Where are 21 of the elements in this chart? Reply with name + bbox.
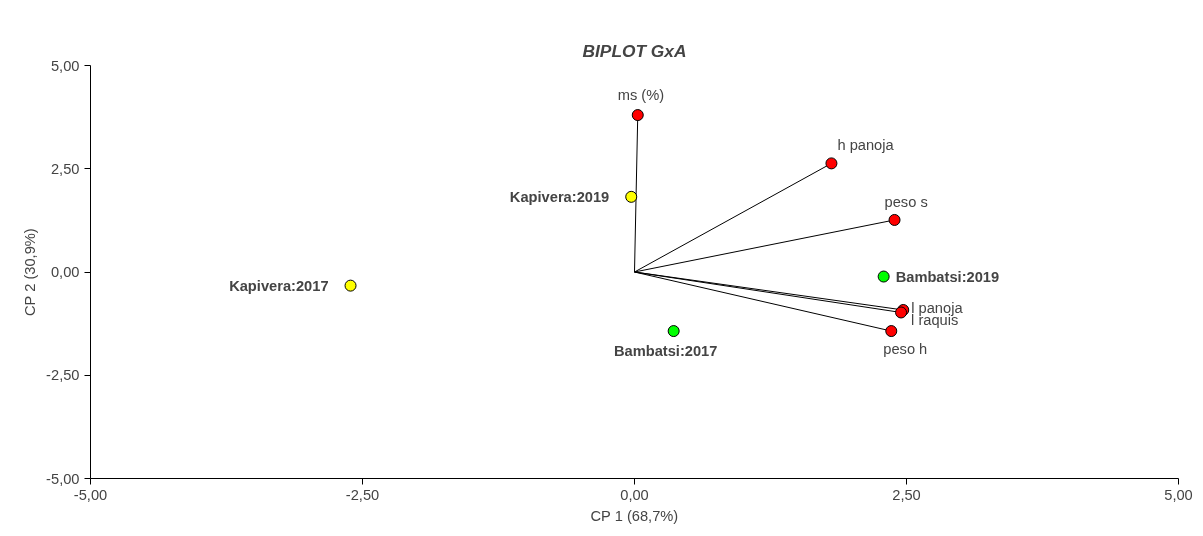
series-label: Bambatsi:2017 <box>613 343 718 360</box>
annotation: peso h <box>883 341 928 358</box>
chart-title: BIPLOT GxA <box>582 40 687 61</box>
y-tick-label: 5,00 <box>50 57 80 74</box>
series-label: Kapivera:2017 <box>229 277 329 294</box>
annotation: h panoja <box>837 137 895 154</box>
y-tick-label: 0,00 <box>50 264 80 280</box>
annotation: peso s <box>884 193 928 210</box>
y-tick-label: 2,50 <box>50 160 80 177</box>
series-label: Bambatsi:2019 <box>895 268 1000 285</box>
series-label: Kapivera:2019 <box>509 188 610 205</box>
x-tick-label: -5,00 <box>73 486 108 503</box>
x-tick-label: -2,50 <box>345 486 380 503</box>
y-axis-title: CP 2 (30,9%) <box>22 228 39 316</box>
x-tick-label: 5,00 <box>1164 486 1193 503</box>
x-tick-label: 0,00 <box>620 486 649 503</box>
y-tick-label: -5,00 <box>46 470 80 487</box>
y-tick-label: -2,50 <box>46 367 80 384</box>
x-tick-label: 2,50 <box>892 486 921 503</box>
annotation: ms (%) <box>617 87 665 104</box>
x-axis-title: CP 1 (68,7%) <box>590 507 679 524</box>
